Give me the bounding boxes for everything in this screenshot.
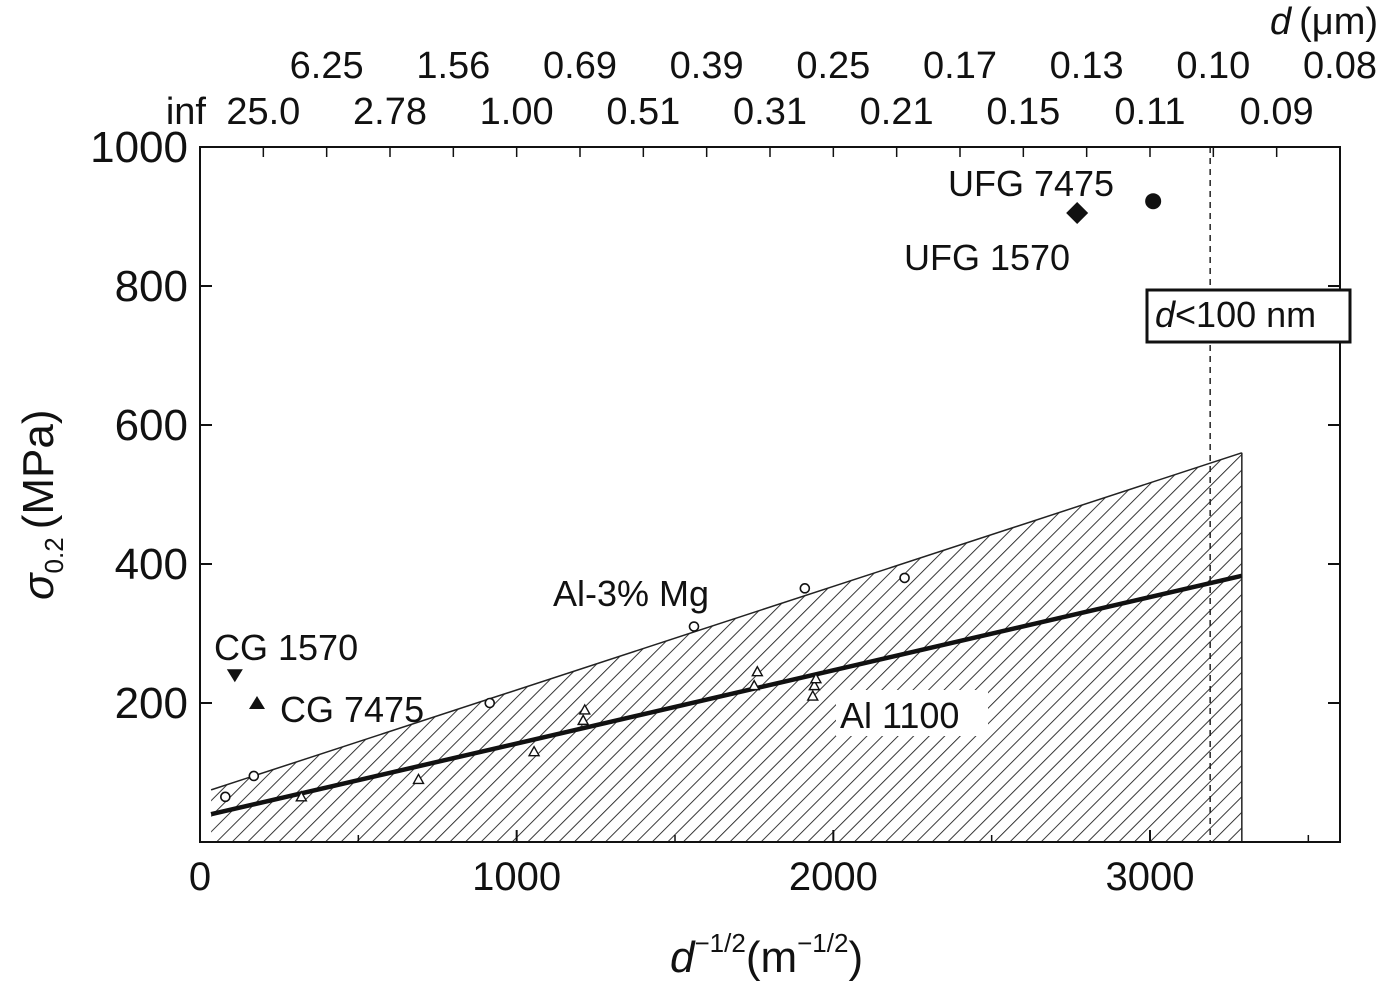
top-tick-label-row1: 0.10 <box>1176 45 1250 87</box>
x-axis-title: d−1/2(m−1/2) <box>670 928 863 982</box>
x-tick-label: 1000 <box>472 855 561 899</box>
y-tick-label: 600 <box>115 401 188 450</box>
top-tick-label-row2: 0.51 <box>606 91 680 133</box>
marker-al-1100 <box>808 679 821 691</box>
x-axis-title-unit-exp: −1/2 <box>797 928 848 958</box>
marker-al-3-mg <box>220 791 231 803</box>
x-axis-title-exp: −1/2 <box>694 928 745 958</box>
scatter-band-upper-edge <box>210 452 1243 791</box>
top-tick-label-row2: 1.00 <box>480 91 554 133</box>
marker-al-1100 <box>809 672 823 684</box>
top-tick-label-row2: 25.0 <box>226 91 300 133</box>
y-tick-label: 1000 <box>90 123 188 172</box>
top-tick-label-row2: 0.21 <box>860 91 934 133</box>
top-tick-label-row1: 0.17 <box>923 45 997 87</box>
top-tick-label-row1: 0.25 <box>796 45 870 87</box>
x-axis-title-d: d <box>670 933 696 982</box>
reference-label: d<100 nm <box>1155 294 1316 335</box>
top-tick-label-row1: 0.69 <box>543 45 617 87</box>
marker-layer <box>220 193 1162 803</box>
top-tick-label-row2: 0.09 <box>1240 91 1314 133</box>
top-tick-label-row1: 0.39 <box>670 45 744 87</box>
marker-al-1100 <box>295 790 308 802</box>
scatter-band-layer <box>210 452 1243 842</box>
top-tick-label-row2: inf <box>166 91 207 133</box>
marker-cg-1570 <box>226 669 243 683</box>
marker-al-1100 <box>751 665 764 677</box>
marker-al-1100 <box>412 773 425 785</box>
y-tick-label: 200 <box>115 679 188 728</box>
y-tick-label: 400 <box>115 540 188 589</box>
y-axis-title-sub: 0.2 <box>39 537 69 573</box>
label-ufg-7475: UFG 7475 <box>948 163 1114 204</box>
marker-al-3-mg <box>688 621 700 632</box>
reference-label-box <box>1145 288 1352 344</box>
top-tick-label-row1: 0.13 <box>1050 45 1124 87</box>
top-tick-label-row1: 1.56 <box>416 45 490 87</box>
label-cg-7475: CG 7475 <box>280 689 424 730</box>
x-axis-title-unit: (m <box>746 933 797 982</box>
label-cg-1570: CG 1570 <box>214 627 358 668</box>
marker-ufg-1570 <box>1066 202 1089 225</box>
label-al-1100-bg <box>836 690 988 736</box>
marker-al-1100 <box>576 713 590 726</box>
marker-al-1100 <box>747 679 761 691</box>
x-tick-label: 3000 <box>1106 855 1195 899</box>
reference-label-var: d <box>1155 294 1176 335</box>
marker-al-1100 <box>806 689 819 701</box>
marker-al-3-mg <box>799 583 811 594</box>
marker-al-3-mg <box>484 697 496 709</box>
label-ufg-1570: UFG 1570 <box>904 237 1070 278</box>
label-al-1100: Al 1100 <box>840 695 959 736</box>
y-tick-label: 800 <box>115 262 188 311</box>
marker-al-1100 <box>527 745 541 757</box>
hall-petch-fit-line <box>210 573 1243 817</box>
top-tick-label-row2: 0.11 <box>1114 91 1185 133</box>
y-axis-title-unit: (MPa) <box>14 410 63 530</box>
marker-al-1100 <box>578 703 591 715</box>
label-al-3mg: Al-3% Mg <box>553 573 709 614</box>
marker-ufg-7475 <box>1145 193 1162 210</box>
x-tick-label: 2000 <box>789 855 878 899</box>
tick-layer: 200 400 600 800 1000 0 1000 2000 3000 6.25 1.56 0.6… <box>90 45 1377 899</box>
marker-al-3-mg <box>248 770 260 782</box>
top-tick-label-row2: 0.15 <box>986 91 1060 133</box>
x-tick-label: 0 <box>189 855 211 899</box>
fit-line-layer <box>210 573 1243 817</box>
y-axis-title: σ0.2 (MPa) <box>14 410 69 600</box>
top-tick-label-row2: 0.31 <box>733 91 807 133</box>
top-axis-title-var: d <box>1270 1 1293 43</box>
marker-al-3-mg <box>899 572 910 584</box>
marker-cg-7475 <box>249 696 265 709</box>
scatter-band-fill <box>211 452 1242 842</box>
x-axis-title-close: ) <box>848 933 863 982</box>
top-tick-label-row1: 6.25 <box>290 45 364 87</box>
y-axis-title-sigma: σ <box>14 572 63 600</box>
top-axis-title-unit: (μm) <box>1299 1 1378 43</box>
top-axis-title: d (μm) <box>1270 1 1378 43</box>
top-tick-label-row1: 0.08 <box>1303 45 1377 87</box>
reference-label-text: <100 nm <box>1175 294 1316 335</box>
top-tick-label-row2: 2.78 <box>353 91 427 133</box>
